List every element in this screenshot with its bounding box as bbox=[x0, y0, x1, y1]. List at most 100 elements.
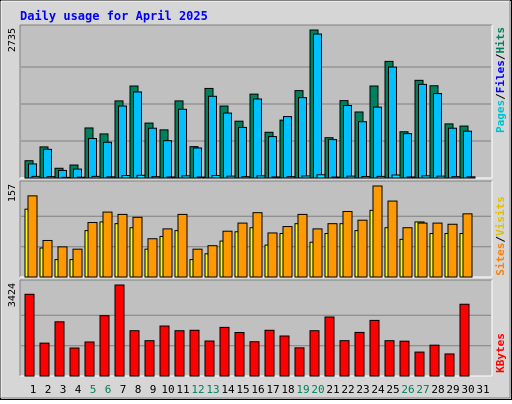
bar-kbytes-day-15 bbox=[234, 332, 245, 377]
bar-pages-day-16 bbox=[256, 175, 266, 179]
bar-kbytes-day-6 bbox=[99, 315, 110, 377]
x-tick-label-day-8: 8 bbox=[135, 383, 142, 396]
bar-sites-day-18 bbox=[282, 226, 293, 278]
x-tick-label-day-17: 17 bbox=[266, 383, 279, 396]
bar-sites-day-28 bbox=[432, 222, 443, 278]
bar-kbytes-day-28 bbox=[429, 344, 440, 377]
bar-files-day-8 bbox=[133, 91, 142, 179]
bar-sites-day-13 bbox=[207, 245, 218, 278]
bar-sites-day-29 bbox=[447, 223, 458, 278]
bar-files-day-25 bbox=[388, 66, 397, 179]
bar-kbytes-day-2 bbox=[39, 342, 50, 377]
bar-sites-day-30 bbox=[462, 213, 473, 278]
bar-pages-day-11 bbox=[181, 175, 191, 179]
bar-pages-day-22 bbox=[346, 175, 356, 179]
bar-kbytes-day-24 bbox=[369, 319, 380, 377]
bar-files-day-16 bbox=[253, 98, 262, 179]
bar-files-day-11 bbox=[178, 108, 187, 179]
bar-sites-day-26 bbox=[402, 227, 413, 278]
x-tick-label-day-2: 2 bbox=[45, 383, 52, 396]
bar-files-day-9 bbox=[148, 127, 157, 179]
bar-kbytes-day-7 bbox=[114, 284, 125, 377]
bar-kbytes-day-10 bbox=[159, 325, 170, 377]
bar-kbytes-day-30 bbox=[459, 303, 470, 377]
bar-files-day-24 bbox=[373, 106, 382, 179]
bar-pages-day-14 bbox=[226, 175, 236, 179]
bar-kbytes-day-22 bbox=[339, 340, 350, 377]
bar-files-day-12 bbox=[193, 147, 202, 179]
bar-kbytes-day-13 bbox=[204, 340, 215, 377]
bar-pages-day-6 bbox=[106, 176, 116, 179]
bar-files-day-20 bbox=[313, 33, 322, 179]
bar-sites-day-7 bbox=[117, 213, 128, 278]
bar-sites-day-25 bbox=[387, 200, 398, 278]
bar-files-day-17 bbox=[268, 136, 277, 179]
bar-files-day-23 bbox=[358, 121, 367, 179]
bar-kbytes-day-11 bbox=[174, 330, 185, 377]
bar-pages-day-9 bbox=[151, 176, 161, 179]
x-tick-label-day-26: 26 bbox=[401, 383, 414, 396]
x-tick-label-day-24: 24 bbox=[371, 383, 385, 396]
bar-kbytes-day-12 bbox=[189, 329, 200, 377]
bar-files-day-2 bbox=[43, 148, 52, 179]
bar-sites-day-17 bbox=[267, 232, 278, 278]
x-tick-label-day-1: 1 bbox=[30, 383, 37, 396]
bar-sites-day-24 bbox=[372, 185, 383, 278]
bar-pages-day-1 bbox=[31, 175, 41, 179]
sites-panel: 157 bbox=[7, 180, 493, 278]
bar-kbytes-day-19 bbox=[294, 347, 305, 377]
bar-sites-day-9 bbox=[147, 238, 158, 278]
x-tick-label-day-12: 12 bbox=[191, 383, 204, 396]
y-max-label: 3424 bbox=[7, 283, 18, 307]
x-tick-label-day-30: 30 bbox=[461, 383, 474, 396]
x-tick-label-day-21: 21 bbox=[326, 383, 339, 396]
bar-pages-day-20 bbox=[316, 174, 326, 179]
bar-kbytes-day-1 bbox=[24, 293, 35, 377]
bar-files-day-29 bbox=[448, 127, 457, 179]
bar-sites-day-21 bbox=[327, 223, 338, 278]
bar-kbytes-day-27 bbox=[414, 351, 425, 377]
x-tick-label-day-19: 19 bbox=[296, 383, 309, 396]
bar-pages-day-8 bbox=[136, 174, 146, 179]
x-tick-label-day-16: 16 bbox=[251, 383, 264, 396]
bar-files-day-19 bbox=[298, 97, 307, 179]
bar-sites-day-1 bbox=[27, 195, 38, 278]
x-tick-label-day-20: 20 bbox=[311, 383, 324, 396]
bar-sites-day-27 bbox=[417, 222, 428, 278]
bar-sites-day-23 bbox=[357, 219, 368, 278]
bar-files-day-26 bbox=[403, 133, 412, 179]
legend-kbytes: KBytes bbox=[494, 333, 507, 373]
kbytes-panel: 3424 bbox=[7, 279, 493, 377]
bar-pages-day-10 bbox=[166, 176, 176, 179]
bar-files-day-7 bbox=[118, 105, 127, 179]
bar-pages-day-4 bbox=[76, 176, 86, 179]
bar-sites-day-14 bbox=[222, 230, 233, 278]
chart-title: Daily usage for April 2025 bbox=[20, 9, 208, 23]
bar-kbytes-day-21 bbox=[324, 316, 335, 377]
x-tick-label-day-15: 15 bbox=[236, 383, 249, 396]
bar-kbytes-day-18 bbox=[279, 335, 290, 377]
bar-pages-day-21 bbox=[331, 176, 341, 179]
x-tick-label-day-9: 9 bbox=[150, 383, 157, 396]
bar-sites-day-19 bbox=[297, 213, 308, 278]
bar-pages-day-3 bbox=[61, 176, 71, 179]
x-tick-label-day-31: 31 bbox=[476, 383, 489, 396]
bar-files-day-27 bbox=[418, 83, 427, 179]
legend-sites-visits: Sites/Visits bbox=[494, 196, 507, 276]
x-tick-label-day-13: 13 bbox=[206, 383, 219, 396]
bar-sites-day-4 bbox=[72, 248, 83, 278]
bar-sites-day-11 bbox=[177, 213, 188, 278]
x-tick-label-day-29: 29 bbox=[446, 383, 459, 396]
bar-sites-day-16 bbox=[252, 212, 263, 278]
legend-hits-files-pages: Pages/Files/Hits bbox=[494, 27, 507, 133]
bar-kbytes-day-17 bbox=[264, 329, 275, 377]
bar-sites-day-12 bbox=[192, 248, 203, 278]
bar-kbytes-day-5 bbox=[84, 341, 95, 377]
hits-panel: 2735 bbox=[7, 24, 493, 179]
bar-pages-day-24 bbox=[376, 175, 386, 179]
bar-kbytes-day-14 bbox=[219, 326, 230, 377]
bar-pages-day-17 bbox=[271, 176, 281, 179]
x-tick-label-day-28: 28 bbox=[431, 383, 444, 396]
bar-files-day-21 bbox=[328, 139, 337, 179]
